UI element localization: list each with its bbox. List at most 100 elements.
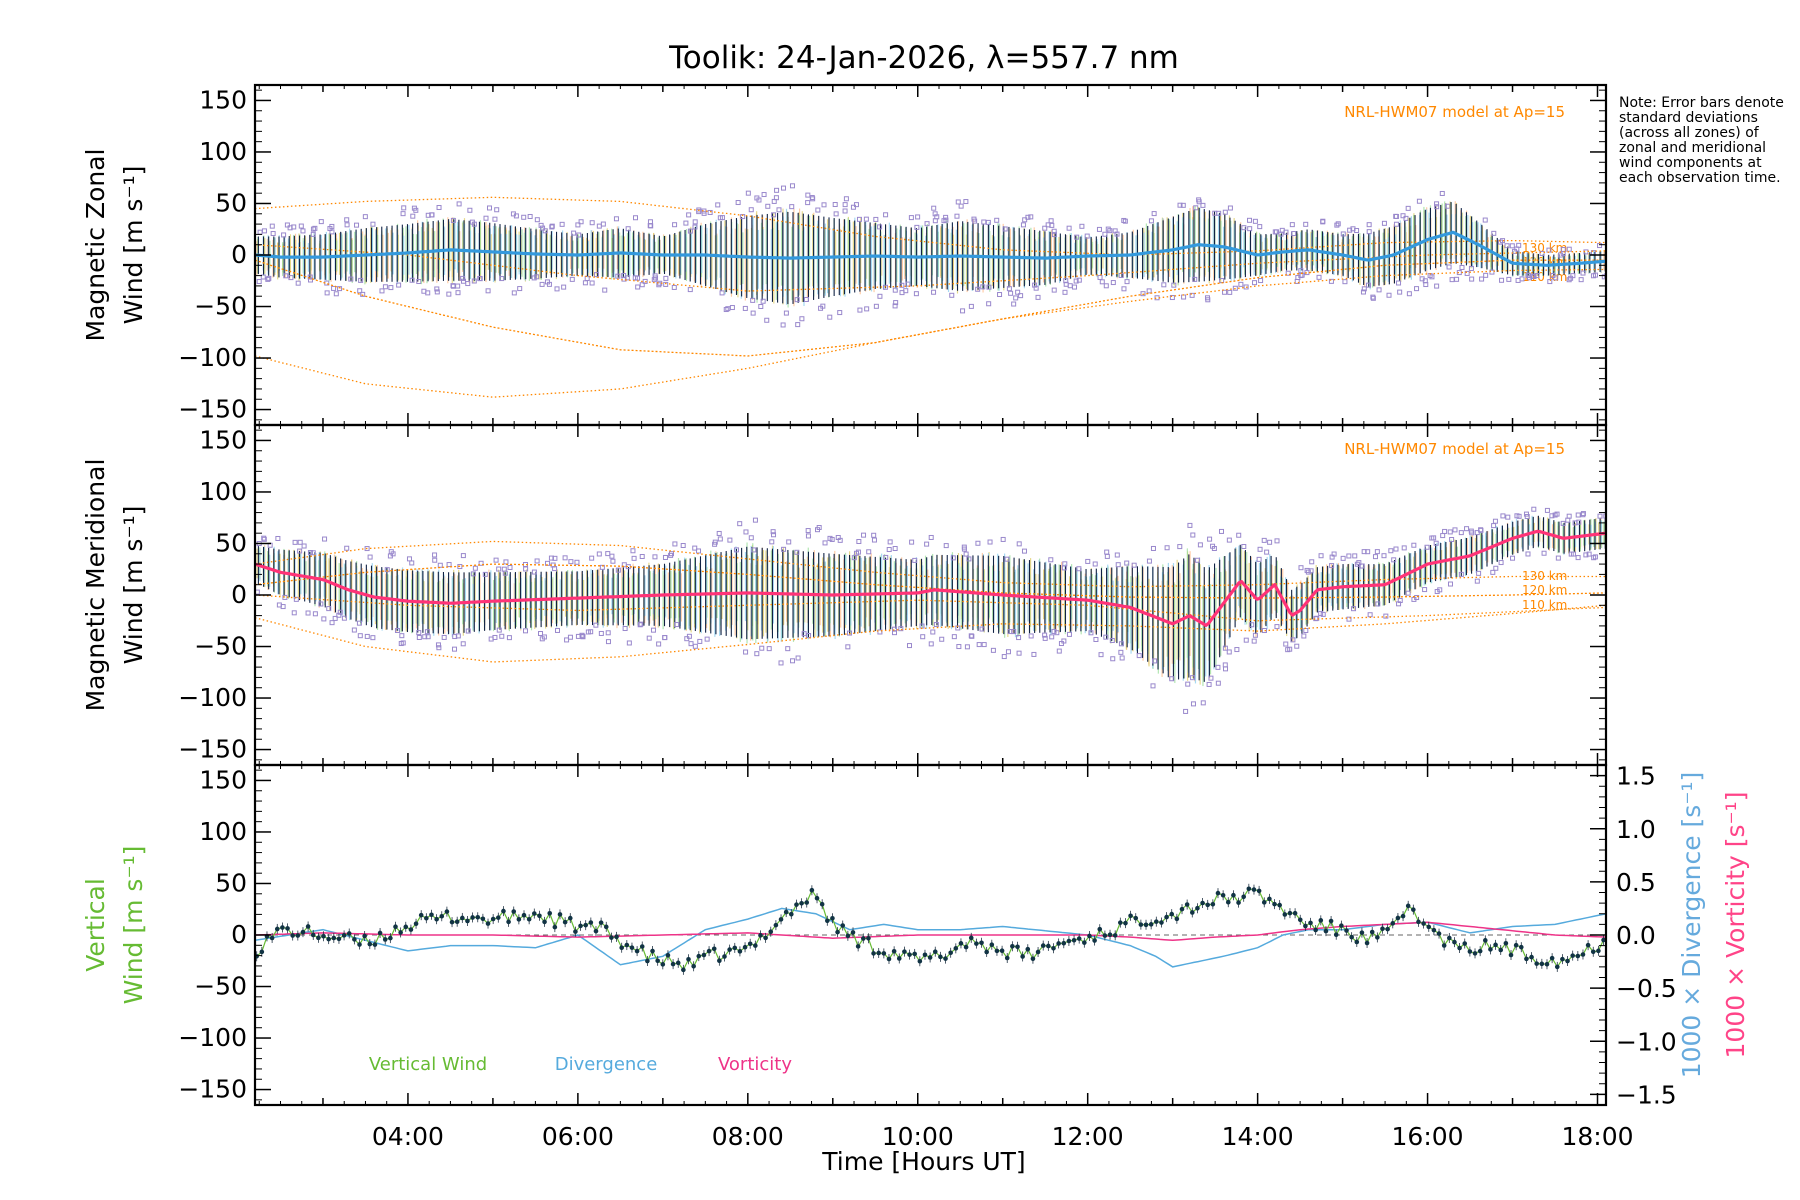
zonal-zone-point [1243,284,1249,290]
zonal-zone-point [1258,278,1264,284]
meridional-zone-point [275,535,281,541]
meridional-zone-point [790,658,796,664]
zonal-zone-point [1370,295,1376,301]
meridional-zone-point [1431,535,1437,541]
meridional-zone-point [580,633,586,639]
meridional-zone-point [282,594,288,600]
meridional-zone-point [493,557,499,563]
zonal-zone-point [756,197,762,203]
meridional-zone-point [743,649,749,655]
zonal-zone-point [820,303,826,309]
zonal-zone-point [1278,231,1284,237]
meridional-ytick-label: 100 [199,477,247,506]
vertical-wind-point [1457,945,1462,951]
meridional-zone-point [1114,552,1120,558]
zonal-zone-point [1566,246,1572,252]
zonal-zone-point [981,219,987,225]
meridional-model-height-110: 110 km [1522,598,1567,612]
meridional-zone-point [1164,545,1170,551]
meridional-zone-point [1555,555,1561,561]
vertical-wind-point [639,944,645,949]
zonal-zone-point [924,221,930,227]
zonal-zone-point [348,276,354,282]
vertical-wind-point [470,915,475,920]
vertical-wind-point [1308,920,1313,926]
zonal-zone-point [853,202,859,208]
vertical-wind-point [1467,949,1473,954]
zonal-zone-point [1148,218,1154,224]
meridional-zone-point [1352,553,1358,559]
vertical-wind-point [645,958,650,964]
vertical-wind-point [1066,938,1072,944]
vertical-wind-point [1154,919,1159,924]
meridional-zone-point [1092,561,1098,567]
vertical-wind-point [717,958,722,964]
vertical-wind-point [886,956,892,962]
zonal-zone-point [450,217,456,223]
vertical-wind-point [1539,961,1545,967]
zonal-zone-point [578,219,584,225]
meridional-ytick-label: 150 [199,425,247,454]
vertical-wind-point [1390,921,1396,926]
vertical-wind-point [1189,910,1195,915]
zonal-zone-point [719,290,725,296]
vertical-wind-point [1107,932,1113,938]
vertical-wind-point [1200,900,1205,906]
meridional-zone-point [522,628,528,634]
zonal-zone-point [750,297,756,303]
zonal-zone-point [1316,274,1322,280]
meridional-zone-point [400,640,406,646]
meridional-zone-point [1118,649,1124,655]
zonal-zone-point [1025,214,1031,220]
zonal-zone-point [494,207,500,213]
meridional-zone-point [1393,546,1399,552]
meridional-zone-point [704,636,710,642]
meridional-zone-point [307,549,313,555]
zonal-zone-point [1434,283,1440,289]
vertical-wind-point [490,916,496,922]
meridional-zone-point [344,545,350,551]
vertical-wind-point [398,930,403,935]
meridional-zone-point [716,530,722,536]
vertical-ytick-label: −100 [178,1023,247,1052]
meridional-zone-point [1223,666,1229,672]
zonal-ytick-label: −50 [194,292,247,321]
vertical-wind-point [1554,964,1560,970]
vertical-wind-point [794,902,799,907]
zonal-zone-point [559,221,565,227]
vertical-wind-point [1025,946,1031,952]
vertical-wind-point [1061,940,1067,946]
meridional-zone-point [605,639,611,645]
zonal-zone-point [805,192,811,198]
zonal-zone-point [288,275,294,281]
meridional-zone-point [564,637,570,643]
zonal-zone-point [1181,294,1187,300]
zonal-zone-point [1192,276,1198,282]
meridional-zone-point [261,536,267,542]
meridional-zone-point [406,556,412,562]
zonal-ytick-label: 50 [215,188,247,217]
meridional-zone-point [771,532,777,538]
meridional-zone-point [541,634,547,640]
vertical-wind-point [1303,923,1308,929]
zonal-zone-point [986,301,992,307]
zonal-zone-point [1099,279,1105,285]
zonal-zone-point [1459,264,1465,270]
vertical-wind-point [1488,947,1493,952]
zonal-zone-point [1110,280,1116,286]
meridional-zone-point [622,626,628,632]
meridional-zone-point [770,529,776,535]
zonal-zone-point [1067,283,1073,289]
x-tick-label: 12:00 [1052,1122,1124,1151]
zonal-zone-point [531,275,537,281]
meridional-zone-point [329,620,335,626]
meridional-zone-point [1016,650,1022,656]
meridional-zone-point [990,647,996,653]
meridional-zone-point [887,539,893,545]
meridional-zone-point [631,555,637,561]
meridional-zone-point [1208,675,1214,681]
meridional-zone-point [1287,646,1293,652]
meridional-zone-point [336,612,342,618]
meridional-zone-point [883,554,889,560]
